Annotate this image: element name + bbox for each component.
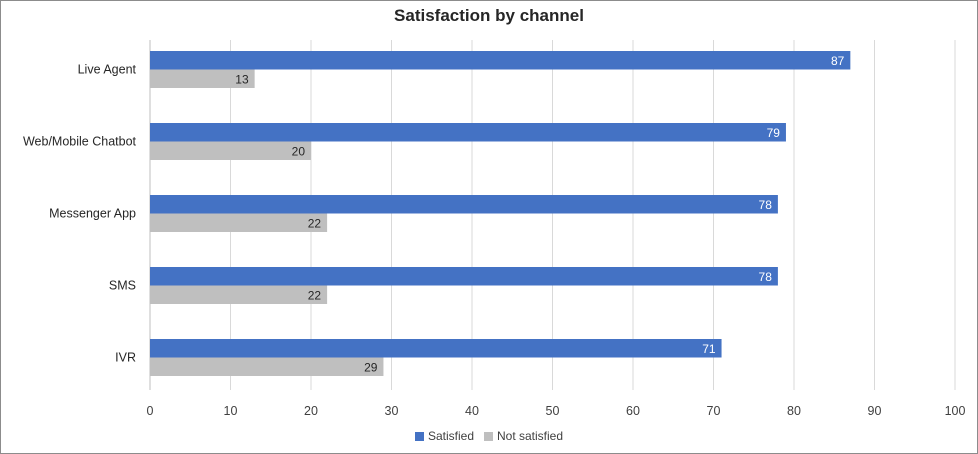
legend-label-satisfied: Satisfied bbox=[427, 429, 474, 443]
chart-title: Satisfaction by channel bbox=[394, 6, 584, 25]
x-tick-label: 20 bbox=[304, 404, 318, 418]
x-tick-label: 10 bbox=[224, 404, 238, 418]
category-label: Messenger App bbox=[49, 207, 136, 221]
x-tick-label: 60 bbox=[626, 404, 640, 418]
legend-swatch-not-satisfied bbox=[484, 431, 493, 441]
bar-not-satisfied bbox=[150, 141, 311, 160]
bar-not-satisfied bbox=[150, 285, 328, 304]
legend-swatch-satisfied bbox=[414, 431, 424, 441]
category-label: Web/Mobile Chatbot bbox=[23, 135, 137, 149]
data-label: 22 bbox=[308, 288, 322, 302]
legend-item-not-satisfied: Not satisfied bbox=[484, 429, 563, 443]
x-tick-label: 40 bbox=[465, 404, 479, 418]
legend-label-not-satisfied: Not satisfied bbox=[497, 429, 564, 443]
x-tick-label: 50 bbox=[546, 404, 560, 418]
bar-satisfied bbox=[150, 267, 778, 286]
data-label: 78 bbox=[759, 198, 773, 212]
category-label: Live Agent bbox=[78, 63, 137, 77]
data-label: 13 bbox=[235, 72, 249, 86]
data-label: 22 bbox=[308, 216, 322, 230]
x-tick-label: 0 bbox=[147, 404, 154, 418]
x-tick-label: 30 bbox=[385, 404, 399, 418]
bar-satisfied bbox=[150, 51, 851, 70]
data-label: 20 bbox=[292, 144, 306, 158]
x-tick-label: 80 bbox=[787, 404, 801, 418]
bar-satisfied bbox=[150, 123, 786, 142]
x-tick-label: 100 bbox=[945, 404, 966, 418]
bar-not-satisfied bbox=[150, 213, 328, 232]
bar-satisfied bbox=[150, 339, 722, 358]
data-label: 71 bbox=[702, 342, 716, 356]
bar-not-satisfied bbox=[150, 357, 384, 376]
x-tick-label: 90 bbox=[868, 404, 882, 418]
category-label: IVR bbox=[115, 351, 136, 365]
bar-satisfied bbox=[150, 195, 778, 214]
x-tick-label: 70 bbox=[707, 404, 721, 418]
data-label: 78 bbox=[759, 270, 773, 284]
category-label: SMS bbox=[109, 279, 136, 293]
chart-legend: Satisfied Not satisfied bbox=[0, 429, 978, 443]
data-label: 79 bbox=[767, 126, 781, 140]
bar-not-satisfied bbox=[150, 69, 255, 88]
data-label: 87 bbox=[831, 54, 845, 68]
legend-item-satisfied: Satisfied bbox=[414, 429, 474, 443]
data-label: 29 bbox=[364, 360, 378, 374]
